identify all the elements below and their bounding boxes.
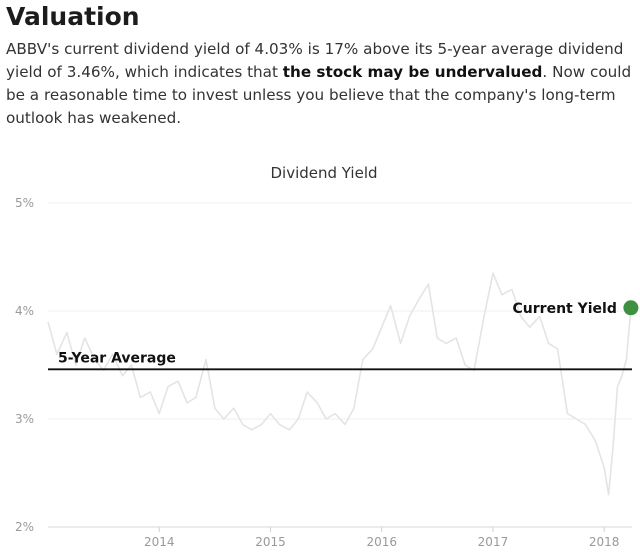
dividend-yield-chart: Dividend Yield 5% 4% 3% 2% 2014 2015 2016 2017… <box>15 164 639 549</box>
x-tick-label: 2017 <box>478 535 509 549</box>
description-bold: the stock may be undervalued <box>282 63 543 81</box>
y-tick-label: 4% <box>15 304 34 318</box>
x-tick-label: 2016 <box>366 535 397 549</box>
y-tick-label: 5% <box>15 196 34 210</box>
series-layer <box>47 272 632 496</box>
current-yield-label: Current Yield <box>513 301 617 317</box>
x-tick-label: 2014 <box>144 535 175 549</box>
dividend-yield-line <box>47 272 632 496</box>
average-label: 5-Year Average <box>58 350 176 366</box>
section-description: ABBV's current dividend yield of 4.03% i… <box>6 38 632 130</box>
y-tick-label: 3% <box>15 412 34 426</box>
y-axis: 5% 4% 3% 2% <box>15 196 34 534</box>
current-yield-marker <box>623 300 639 316</box>
chart-title: Dividend Yield <box>270 164 377 182</box>
description-text-1: ABBV's current dividend yield of 4.03% i… <box>6 40 624 81</box>
x-tick-label: 2015 <box>255 535 286 549</box>
section-heading: Valuation <box>6 2 140 31</box>
y-tick-label: 2% <box>15 520 34 534</box>
x-tick-label: 2018 <box>589 535 620 549</box>
x-axis: 2014 2015 2016 2017 2018 <box>48 526 632 549</box>
description-text-2: . Now could be a reasonable time to inve… <box>6 63 632 127</box>
annotations: 5-Year Average Current Yield <box>58 300 639 366</box>
